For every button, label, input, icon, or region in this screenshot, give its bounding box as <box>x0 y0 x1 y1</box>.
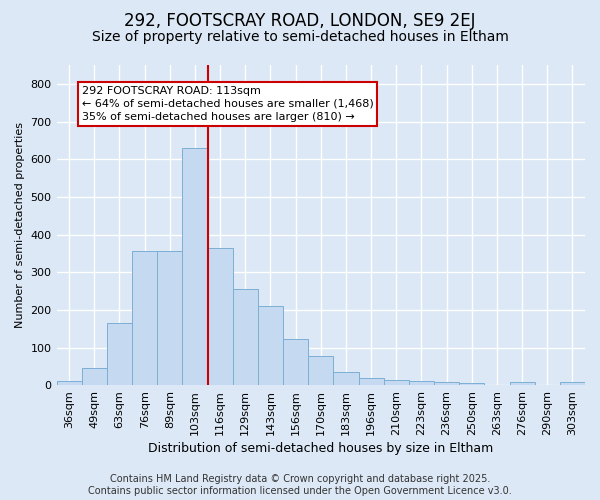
Bar <box>509 382 535 385</box>
Bar <box>560 382 585 385</box>
Bar <box>132 252 157 385</box>
Bar <box>409 382 434 385</box>
Bar <box>157 252 182 385</box>
Bar <box>208 248 233 385</box>
Text: Size of property relative to semi-detached houses in Eltham: Size of property relative to semi-detach… <box>92 30 508 44</box>
Bar <box>334 372 359 385</box>
Bar <box>258 306 283 385</box>
Y-axis label: Number of semi-detached properties: Number of semi-detached properties <box>15 122 25 328</box>
Text: Contains HM Land Registry data © Crown copyright and database right 2025.
Contai: Contains HM Land Registry data © Crown c… <box>88 474 512 496</box>
Bar <box>459 384 484 385</box>
Bar <box>359 378 383 385</box>
Bar <box>56 382 82 385</box>
Bar <box>434 382 459 385</box>
Bar <box>233 289 258 385</box>
X-axis label: Distribution of semi-detached houses by size in Eltham: Distribution of semi-detached houses by … <box>148 442 493 455</box>
Bar <box>107 323 132 385</box>
Text: 292, FOOTSCRAY ROAD, LONDON, SE9 2EJ: 292, FOOTSCRAY ROAD, LONDON, SE9 2EJ <box>124 12 476 30</box>
Text: 292 FOOTSCRAY ROAD: 113sqm
← 64% of semi-detached houses are smaller (1,468)
35%: 292 FOOTSCRAY ROAD: 113sqm ← 64% of semi… <box>82 86 373 122</box>
Bar <box>383 380 409 385</box>
Bar <box>182 148 208 385</box>
Bar <box>82 368 107 385</box>
Bar <box>283 339 308 385</box>
Bar <box>308 356 334 385</box>
